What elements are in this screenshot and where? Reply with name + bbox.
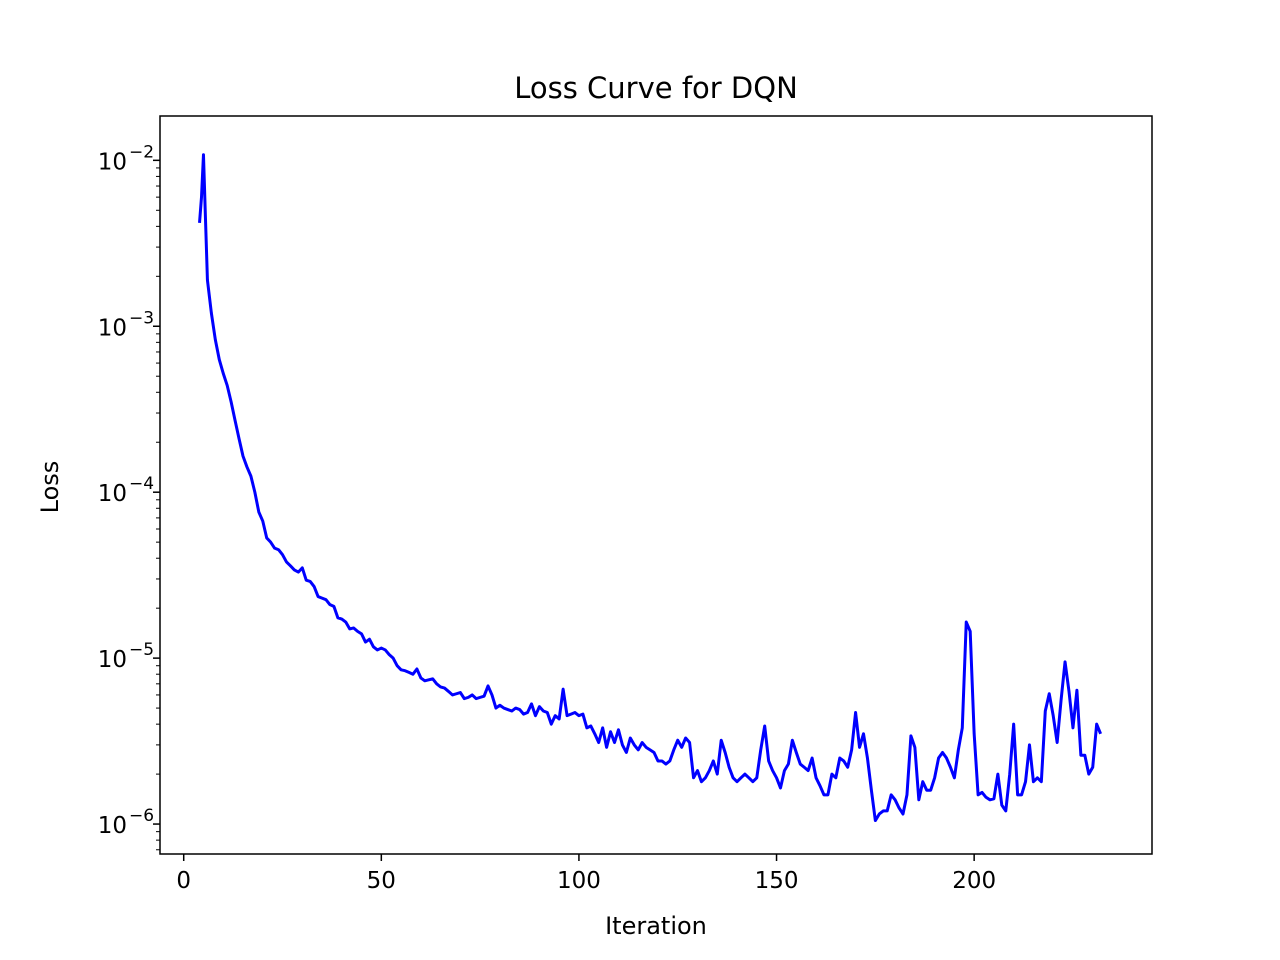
y-tick-label: 10 xyxy=(98,149,127,175)
plot-area-frame xyxy=(159,115,1153,855)
x-tick-label: 50 xyxy=(367,868,396,894)
y-tick-base: 10 xyxy=(98,813,127,839)
x-tick-label: 200 xyxy=(952,868,996,894)
y-tick-exponent: −3 xyxy=(129,308,154,328)
y-tick-label: 10 xyxy=(98,315,127,341)
y-tick-base: 10 xyxy=(98,149,127,175)
y-tick-exponent: −5 xyxy=(129,640,154,660)
loss-series-line xyxy=(198,153,1103,823)
y-tick-exponent: −4 xyxy=(129,474,154,494)
y-axis-label: Loss xyxy=(36,461,64,514)
x-tick-label: 150 xyxy=(755,868,799,894)
y-tick-label: 10 xyxy=(98,481,127,507)
x-tick-label: 0 xyxy=(176,868,191,894)
chart-title: Loss Curve for DQN xyxy=(514,71,798,105)
y-tick-exponent: −6 xyxy=(129,806,154,826)
y-tick-base: 10 xyxy=(98,481,127,507)
y-tick-exponent: −2 xyxy=(129,142,154,162)
y-tick-base: 10 xyxy=(98,315,127,341)
y-tick-label: 10 xyxy=(98,813,127,839)
x-axis-label: Iteration xyxy=(605,912,707,940)
y-tick-base: 10 xyxy=(98,647,127,673)
y-tick-label: 10 xyxy=(98,647,127,673)
x-tick-label: 100 xyxy=(557,868,601,894)
plot-series xyxy=(198,153,1103,823)
